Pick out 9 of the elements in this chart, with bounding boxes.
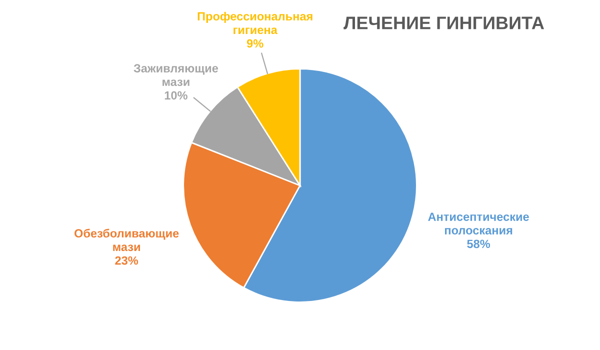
slice-label: Заживляющие мази	[134, 64, 218, 86]
slice-label: Обезболивающие мази	[74, 228, 179, 252]
data-label: 58%	[467, 240, 490, 248]
slice-label: Профессиональная гигиена	[198, 12, 312, 34]
slice-label: Антисептические полоскания	[428, 212, 529, 235]
data-label: 10%	[164, 91, 188, 100]
data-label: 23%	[115, 256, 138, 265]
data-label: 9%	[246, 39, 264, 48]
chart-title: ЛЕЧЕНИЕ ГИНГИВИТА	[344, 16, 544, 30]
